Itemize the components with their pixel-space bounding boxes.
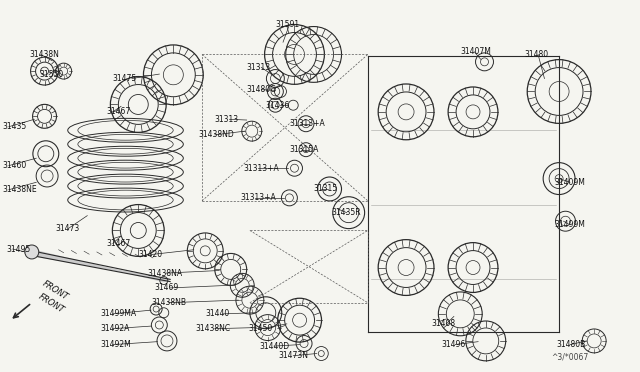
Text: ^3/*0067: ^3/*0067: [551, 353, 588, 362]
Text: 31467: 31467: [106, 108, 131, 116]
Text: 31492M: 31492M: [100, 340, 131, 349]
Text: FRONT: FRONT: [36, 292, 65, 315]
Text: 31408: 31408: [431, 320, 456, 328]
Text: 31440D: 31440D: [259, 341, 289, 350]
Text: 31473: 31473: [56, 224, 79, 233]
Text: 31450: 31450: [248, 324, 273, 333]
Text: 31480B: 31480B: [556, 340, 585, 349]
Circle shape: [25, 245, 39, 259]
Text: 31496: 31496: [441, 340, 465, 349]
Text: 31315A: 31315A: [289, 145, 319, 154]
Text: 31480: 31480: [524, 50, 548, 59]
Text: 31313: 31313: [246, 63, 271, 72]
Text: 31475: 31475: [113, 74, 137, 83]
Text: 31499MA: 31499MA: [100, 310, 136, 318]
Text: 31440: 31440: [205, 310, 230, 318]
Text: 31438ND: 31438ND: [199, 130, 235, 140]
Text: 31480G: 31480G: [246, 85, 276, 94]
Text: 31313+A: 31313+A: [289, 119, 325, 128]
Text: 31313+A: 31313+A: [240, 193, 276, 202]
Text: 31492A: 31492A: [100, 324, 129, 333]
Text: 31438N: 31438N: [30, 50, 60, 59]
Text: 31473N: 31473N: [278, 351, 308, 360]
Text: 31438NB: 31438NB: [151, 298, 186, 307]
Text: 31420: 31420: [138, 250, 163, 259]
Text: 31435: 31435: [3, 122, 27, 131]
Polygon shape: [27, 250, 170, 282]
Text: 31407M: 31407M: [460, 47, 491, 56]
Text: 31460: 31460: [3, 161, 27, 170]
Text: 31409M: 31409M: [555, 178, 586, 187]
Text: 31438NE: 31438NE: [3, 185, 37, 194]
Text: 31467: 31467: [106, 239, 131, 248]
Text: 31495: 31495: [6, 244, 31, 253]
Text: 31438NC: 31438NC: [196, 324, 231, 333]
Text: 31315: 31315: [314, 185, 338, 193]
Text: 31469: 31469: [154, 283, 179, 292]
Text: 31436: 31436: [266, 101, 290, 110]
Text: 31313: 31313: [215, 115, 239, 124]
Text: 31550: 31550: [40, 70, 64, 79]
Text: FRONT: FRONT: [41, 279, 70, 302]
Text: 31438NA: 31438NA: [148, 269, 183, 278]
Text: 31499M: 31499M: [555, 221, 586, 230]
Text: 31313+A: 31313+A: [243, 164, 279, 173]
Text: 31435R: 31435R: [332, 208, 361, 217]
Text: 31591: 31591: [275, 20, 300, 29]
